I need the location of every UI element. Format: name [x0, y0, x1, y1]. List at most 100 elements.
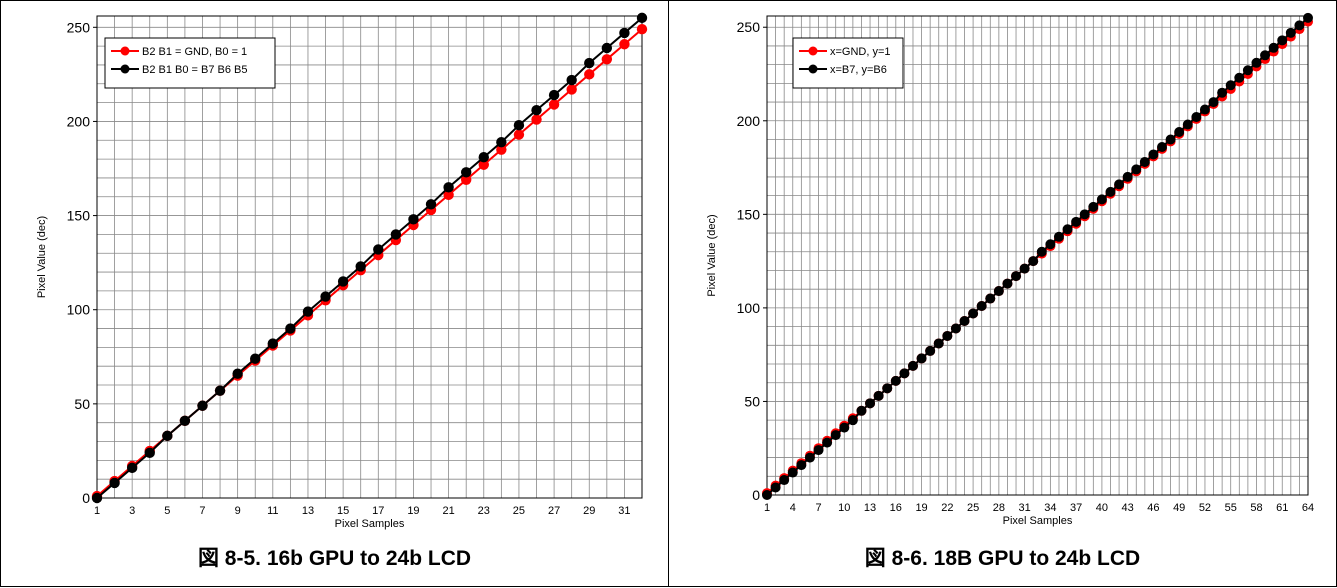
data-point [1079, 209, 1090, 220]
x-tick-label: 37 [1070, 502, 1082, 514]
data-point [847, 415, 858, 426]
data-point [425, 199, 437, 210]
data-point [882, 383, 893, 394]
data-point [1122, 171, 1133, 182]
data-point [1105, 186, 1116, 197]
x-tick-label: 1 [94, 505, 100, 517]
y-tick-label: 200 [737, 113, 761, 129]
x-tick-label: 64 [1302, 502, 1314, 514]
x-tick-label: 13 [302, 505, 314, 517]
data-point [601, 54, 613, 65]
x-tick-label: 49 [1173, 502, 1185, 514]
data-point [337, 276, 349, 287]
data-point [976, 301, 987, 312]
data-point [1096, 194, 1107, 205]
data-point [408, 214, 419, 225]
x-tick-label: 9 [235, 505, 241, 517]
series-2 [762, 12, 1313, 500]
data-point [91, 492, 103, 504]
data-point [1199, 104, 1210, 115]
data-point [566, 84, 577, 95]
data-point [950, 323, 961, 334]
y-tick-label: 0 [752, 487, 760, 503]
x-tick-label: 46 [1147, 502, 1159, 514]
plot-area-border [766, 15, 1309, 496]
x-tick-label: 5 [164, 505, 170, 517]
legend-label: x=B7, y=B6 [830, 64, 887, 76]
data-point [1157, 141, 1168, 152]
data-point [1148, 149, 1159, 160]
data-point [214, 385, 226, 396]
data-point [478, 152, 489, 163]
data-point [531, 104, 542, 116]
legend-swatch-marker [120, 64, 130, 74]
y-axis-label: Pixel Value (dec) [36, 216, 48, 298]
figure-caption: 図 8-5. 16b GPU to 24b LCD [197, 547, 472, 570]
data-point [1088, 201, 1099, 212]
data-point [899, 368, 910, 379]
data-point [1277, 35, 1288, 46]
y-tick-label: 250 [67, 19, 91, 35]
data-point [822, 437, 833, 448]
data-point [373, 244, 384, 255]
data-point [1028, 256, 1039, 267]
data-point [109, 477, 120, 489]
legend-swatch-marker [120, 46, 130, 56]
series-line [766, 17, 1309, 496]
data-point [584, 69, 595, 80]
data-point [787, 467, 798, 478]
y-tick-label: 50 [744, 393, 760, 409]
data-point [496, 136, 507, 148]
data-point [443, 182, 454, 193]
legend-label: B2 B1 B0 = B7 B6 B5 [142, 64, 248, 76]
x-tick-label: 31 [618, 505, 630, 517]
data-point [1208, 97, 1219, 108]
x-tick-label: 7 [815, 502, 821, 514]
figure-caption: 図 8-6. 18B GPU to 24b LCD [864, 547, 1141, 570]
data-point [1285, 27, 1296, 38]
x-tick-label: 4 [790, 502, 796, 514]
data-point [584, 57, 595, 69]
data-point [890, 375, 901, 386]
data-point [916, 353, 927, 364]
legend: x=GND, y=1 x=B7, y=B6 [792, 37, 904, 89]
x-tick-label: 52 [1199, 502, 1211, 514]
x-tick-label: 22 [941, 502, 953, 514]
x-tick-label: 29 [583, 505, 595, 517]
y-tick-label: 100 [737, 300, 761, 316]
data-point [839, 422, 850, 433]
x-tick-label: 1 [764, 502, 770, 514]
y-tick-label: 150 [737, 206, 761, 222]
y-tick-label: 50 [74, 396, 90, 412]
series-line [96, 17, 643, 499]
x-axis-label: Pixel Samples [1003, 515, 1073, 527]
data-point [1019, 263, 1030, 274]
x-tick-label: 23 [478, 505, 490, 517]
x-tick-label: 10 [838, 502, 850, 514]
data-point [873, 390, 884, 401]
x-tick-label: 28 [993, 502, 1005, 514]
data-point [548, 89, 560, 101]
x-tick-label: 13 [864, 502, 876, 514]
data-point [1294, 20, 1305, 31]
data-point [478, 159, 489, 170]
data-point [1011, 271, 1022, 282]
data-point [636, 23, 648, 35]
data-point [1114, 179, 1125, 190]
data-point [1234, 72, 1245, 83]
data-point [601, 42, 613, 54]
legend-label: x=GND, y=1 [830, 46, 891, 58]
x-tick-label: 17 [372, 505, 384, 517]
legend-box [104, 37, 276, 89]
x-tick-label: 43 [1122, 502, 1134, 514]
legend-label: B2 B1 = GND, B0 = 1 [142, 46, 247, 58]
data-point [548, 99, 560, 110]
data-point [566, 74, 577, 86]
x-tick-label: 40 [1096, 502, 1108, 514]
data-point [942, 330, 953, 341]
x-tick-label: 19 [407, 505, 419, 517]
y-tick-label: 250 [737, 19, 761, 35]
data-point [1002, 278, 1013, 289]
x-tick-label: 15 [337, 505, 349, 517]
